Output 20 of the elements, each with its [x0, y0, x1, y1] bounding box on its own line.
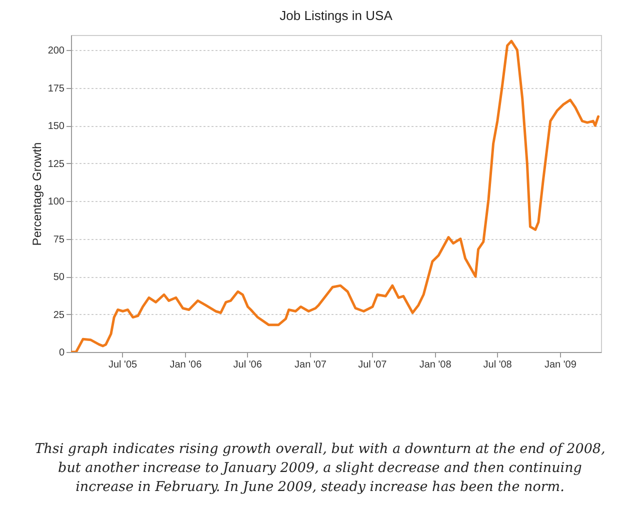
y-tick-label: 200	[48, 46, 65, 57]
y-tick-label: 50	[53, 272, 65, 284]
y-tick-label: 0	[58, 348, 65, 358]
y-axis-title: Percentage Growth	[30, 142, 44, 246]
chart-title: Job Listings in USA	[280, 8, 393, 23]
x-tick-label: Jan '07	[294, 360, 327, 370]
y-tick-label: 100	[48, 196, 65, 208]
y-tick-label: 175	[48, 83, 65, 94]
x-tick-label: Jul '07	[358, 360, 388, 370]
text: Thsi graph indicates rising growth overall, but with a downturn at the end of 2008, but another increase to January 2009, a slight decrease and then continuing increase in February. In June 2009, steady increase has been the norm.	[34, 440, 606, 497]
x-tick-label: Jan '06	[170, 360, 202, 370]
x-tick-label: Jan '09	[544, 360, 577, 370]
y-tick-label: 25	[53, 310, 65, 321]
x-tick-label: Jul '05	[108, 360, 138, 370]
x-tick-label: Jul '06	[233, 360, 262, 370]
y-tick-label: 75	[53, 234, 65, 246]
y-tick-label: 150	[48, 121, 65, 132]
x-tick-label: Jul '08	[483, 360, 512, 370]
y-tick-label: 125	[48, 158, 65, 170]
x-tick-label: Jan '08	[419, 360, 452, 370]
